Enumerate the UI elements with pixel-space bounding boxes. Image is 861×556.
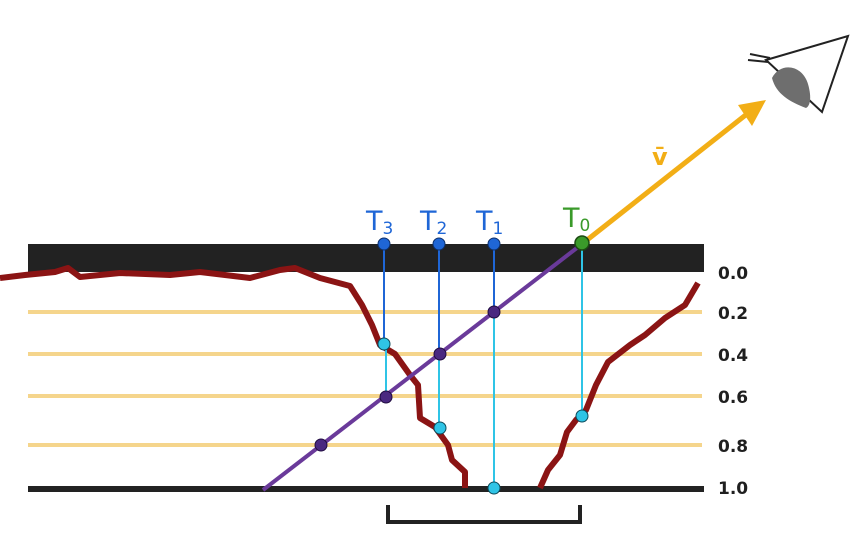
height-dot-t0 [575,409,589,423]
surface-dot-t0 [574,235,590,251]
step-label-t1: T1 [475,206,503,239]
step-label-t2: T2 [419,206,447,239]
heightfield-curve [0,265,468,488]
height-dot-t2 [433,421,447,435]
ray-dot-0.8 [314,438,328,452]
depth-label-0.2: 0.2 [718,304,748,324]
view-vector-arrowhead [738,100,766,126]
step-label-t0: T0 [562,203,590,236]
depth-label-0.6: 0.6 [718,388,748,408]
eye-icon [747,34,850,114]
height-dot-t3 [377,337,391,351]
ray-dot-0.6 [379,390,393,404]
ray-dot-0.4 [433,347,447,361]
ray-dot-0.2 [487,305,501,319]
surface-dot-t1 [487,237,501,251]
depth-label-1.0: 1.0 [718,479,748,499]
view-vector-line [580,108,754,246]
bracket [386,505,582,524]
depth-label-0.0: 0.0 [718,264,748,284]
view-ray [261,242,584,492]
depth-label-0.4: 0.4 [718,346,748,366]
surface-dot-t2 [432,237,446,251]
surface-dot-t3 [377,237,391,251]
step-lines [383,244,583,488]
bottom-line [28,486,704,492]
surface-bar [28,244,704,272]
depth-label-0.8: 0.8 [718,437,748,457]
step-label-t3: T3 [365,206,393,239]
height-dot-t1 [487,481,501,495]
view-vector-label: v̄ [652,143,668,171]
heightfield-curve-right [537,281,701,490]
